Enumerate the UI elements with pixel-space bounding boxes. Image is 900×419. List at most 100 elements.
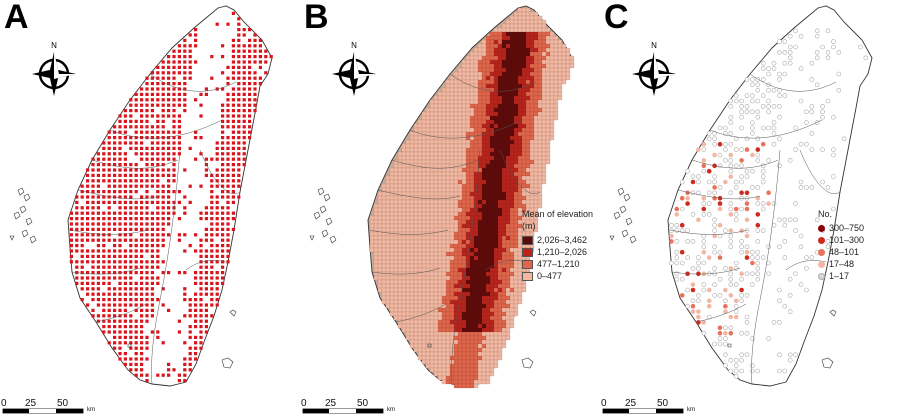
grid-cell <box>194 319 198 323</box>
grid-cell <box>150 71 154 75</box>
elevation-cell <box>401 163 407 169</box>
elevation-cell <box>445 207 451 213</box>
elevation-cell <box>521 95 527 101</box>
elevation-cell <box>469 303 475 309</box>
elevation-cell <box>433 235 439 241</box>
case-circle <box>728 233 734 239</box>
legend-count: No. 300–750 101–300 48–101 17–48 1–17 <box>818 208 864 282</box>
elevation-cell <box>421 219 427 225</box>
elevation-cell <box>417 327 423 333</box>
elevation-cell <box>497 243 503 249</box>
elevation-cell <box>489 347 495 353</box>
grid-cell <box>204 314 208 318</box>
case-circle <box>723 336 728 341</box>
elevation-cell <box>561 43 567 49</box>
elevation-cell <box>465 79 471 85</box>
grid-cell <box>156 260 160 264</box>
elevation-cell <box>513 15 519 21</box>
grid-cell <box>156 130 160 134</box>
elevation-cell <box>457 267 463 273</box>
grid-cell <box>129 217 133 221</box>
elevation-cell <box>513 51 519 57</box>
case-circle <box>733 309 739 314</box>
elevation-cell <box>433 171 439 177</box>
elevation-cell <box>501 23 507 29</box>
elevation-cell <box>457 271 463 277</box>
elevation-cell <box>549 107 555 113</box>
grid-cell <box>226 238 230 242</box>
elevation-cell <box>549 115 555 121</box>
elevation-cell <box>565 51 571 57</box>
elevation-cell <box>425 247 431 253</box>
elevation-cell <box>509 107 515 113</box>
elevation-cell <box>481 259 487 265</box>
elevation-cell <box>477 111 483 117</box>
elevation-cell <box>525 143 531 149</box>
case-circle <box>690 174 696 179</box>
elevation-cell <box>505 103 511 109</box>
grid-cell <box>140 287 144 291</box>
elevation-cell <box>553 111 559 117</box>
elevation-cell <box>397 183 403 189</box>
grid-cell <box>204 206 208 210</box>
elevation-cell <box>437 119 443 125</box>
grid-cell <box>172 130 176 134</box>
elevation-cell <box>381 259 387 265</box>
elevation-cell <box>449 219 455 225</box>
elevation-cell <box>493 283 499 289</box>
elevation-cell <box>457 287 463 293</box>
elevation-cell <box>481 71 487 77</box>
grid-cell <box>140 179 144 183</box>
elevation-cell <box>533 127 539 133</box>
elevation-cell <box>537 23 543 29</box>
islet <box>309 235 315 241</box>
elevation-cell <box>489 183 495 189</box>
elevation-cell <box>385 247 391 253</box>
elevation-cell <box>373 203 379 209</box>
case-circle <box>760 163 766 169</box>
grid-cell <box>123 227 127 231</box>
grid-cell <box>215 244 219 248</box>
case-circle <box>733 363 739 368</box>
elevation-cell <box>481 351 487 357</box>
case-circle <box>798 98 804 104</box>
elevation-cell <box>501 35 507 41</box>
elevation-cell <box>449 375 455 381</box>
elevation-cell <box>497 159 503 165</box>
elevation-cell <box>501 83 507 89</box>
compass-highlight <box>54 74 76 79</box>
elevation-cell <box>501 175 507 181</box>
elevation-cell <box>557 43 563 49</box>
case-circle <box>793 201 798 206</box>
elevation-cell <box>413 219 419 225</box>
case-circle <box>782 217 788 223</box>
elevation-cell <box>477 303 483 309</box>
elevation-cell <box>437 203 443 209</box>
grid-cell <box>215 254 219 258</box>
elevation-cell <box>481 107 487 113</box>
grid-cell <box>156 335 160 339</box>
elevation-cell <box>501 151 507 157</box>
grid-cell <box>188 244 192 248</box>
grid-cell <box>167 98 171 102</box>
grid-cell <box>248 44 252 48</box>
elevation-cell <box>425 243 431 249</box>
grid-cell <box>177 125 181 129</box>
grid-cell <box>145 173 149 177</box>
grid-cell <box>156 217 160 221</box>
elevation-cell <box>477 55 483 61</box>
grid-cell <box>129 357 133 361</box>
legend-dot <box>818 248 825 256</box>
case-circle <box>701 163 707 169</box>
elevation-cell <box>453 155 459 161</box>
elevation-cell <box>509 243 515 249</box>
elevation-cell <box>445 259 451 265</box>
grid-cell <box>150 211 154 215</box>
county-boundary <box>109 119 223 139</box>
elevation-cell <box>429 291 435 297</box>
grid-cell <box>86 276 90 280</box>
grid-cell <box>172 190 176 194</box>
elevation-cell <box>385 223 391 229</box>
grid-cell <box>177 87 181 91</box>
case-circle <box>739 368 744 374</box>
